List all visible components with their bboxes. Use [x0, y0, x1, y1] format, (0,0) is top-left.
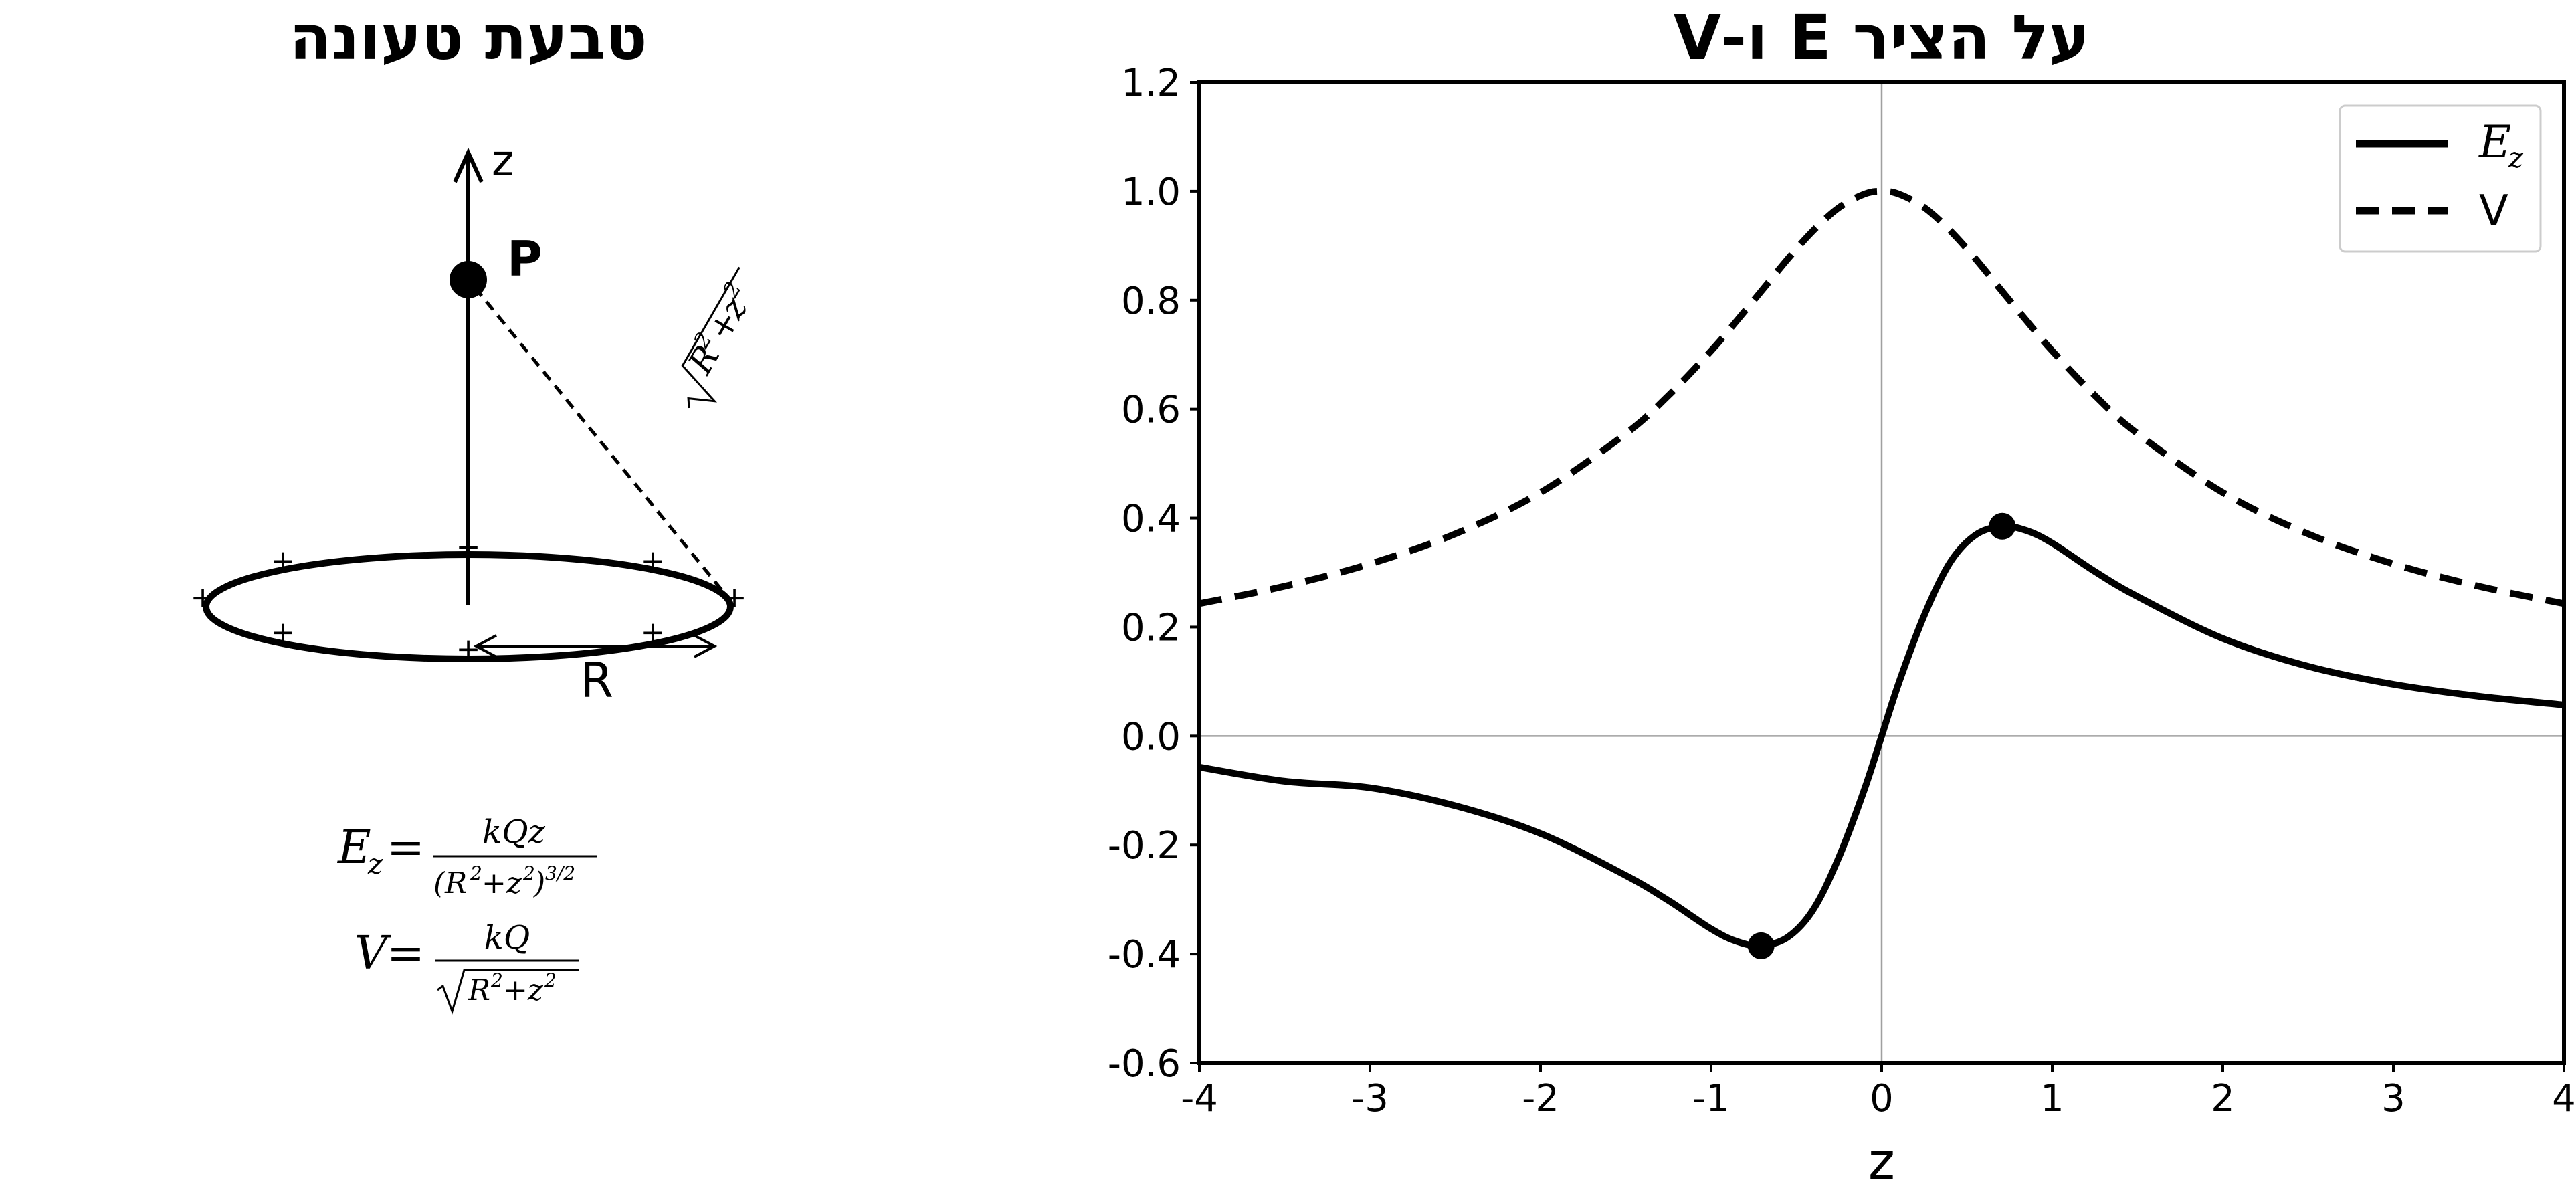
extremum-marker: [1747, 932, 1775, 959]
extrema-markers: [1747, 512, 2016, 959]
y-tick-label: 1.0: [1121, 171, 1181, 214]
charge-plus: +: [191, 581, 215, 615]
y-tick-label: -0.4: [1108, 933, 1181, 977]
legend-label-ez-sub: z: [2508, 141, 2524, 174]
radius-arrowhead-left: [473, 634, 497, 658]
ring-panel: טבעת טעונה z P R 2 + z 2 + + + + + +: [191, 2, 755, 1015]
y-tick-label: 0.2: [1121, 606, 1181, 650]
y-tick-label: 1.2: [1121, 62, 1181, 105]
x-tick-label: -3: [1351, 1077, 1389, 1120]
formula-e-equals: =: [387, 821, 425, 874]
x-tick-label: 3: [2381, 1077, 2405, 1120]
series-layer: [1199, 187, 2565, 950]
x-tick-label: 0: [1870, 1077, 1894, 1120]
formula-e-den-plus: +z: [482, 866, 522, 900]
charge-plus: +: [456, 530, 481, 564]
z-axis-label: z: [492, 136, 514, 186]
formula-v-numerator: kQ: [484, 919, 530, 957]
legend: E z V: [2339, 104, 2542, 253]
formula-v-radical: [437, 969, 579, 1015]
legend-label-ez: E: [2478, 116, 2511, 168]
y-tick-label: -0.6: [1108, 1042, 1181, 1086]
formula-e-den-exp2: 2: [522, 862, 535, 884]
x-tick-label: -2: [1522, 1077, 1559, 1120]
formula-e-den-open: (R: [433, 866, 467, 900]
radius-label: R: [580, 652, 613, 708]
formula-v-lhs: V: [355, 927, 391, 980]
formula-e-lhs: E: [336, 821, 371, 874]
x-tick-label: 2: [2211, 1077, 2235, 1120]
legend-label-v: V: [2479, 187, 2508, 236]
formula-v-den-exp1: 2: [490, 969, 503, 991]
y-tick-label: -0.2: [1108, 824, 1181, 868]
radius-arrowhead-right: [694, 634, 718, 658]
x-tick-label: -4: [1181, 1077, 1218, 1120]
x-axis-label: z: [1868, 1131, 1895, 1191]
charge-plus: +: [641, 544, 666, 578]
y-tick-label: 0.8: [1121, 280, 1181, 323]
formula-v-den-exp2: 2: [544, 969, 557, 991]
charge-plus: +: [641, 615, 666, 650]
y-tick-label: 0.0: [1121, 715, 1181, 759]
charge-plus: +: [271, 544, 296, 578]
formula-v-equals: =: [387, 927, 425, 980]
point-p-marker: [450, 261, 487, 298]
formula-e-den-exp1: 2: [470, 862, 482, 884]
ring-charges: + + + + + + + +: [191, 530, 747, 666]
x-tick-label: -1: [1692, 1077, 1730, 1120]
formula-e: E z = kQz (R 2 +z 2 ) 3/2: [336, 813, 597, 900]
charge-plus: +: [271, 615, 296, 650]
chart-title: על הציר E ו-V: [1674, 2, 2090, 74]
x-axis-ticks: -4 -3 -2 -1 0 1 2 3 4: [1181, 1063, 2576, 1120]
y-axis-ticks: 1.2 1.0 0.8 0.6 0.4 0.2 0.0 -0.2 -0.4 -0.6: [1108, 62, 1199, 1086]
formula-v-den-plus: +z: [503, 973, 544, 1007]
charge-plus: +: [722, 581, 747, 615]
distance-line: [474, 286, 729, 599]
y-tick-label: 0.6: [1121, 389, 1181, 432]
formula-e-lhs-sub: z: [367, 848, 383, 880]
charge-plus: +: [456, 632, 481, 666]
extremum-marker: [1989, 512, 2016, 540]
point-p-label: P: [507, 231, 542, 287]
ring-panel-title: טבעת טעונה: [290, 2, 648, 74]
x-tick-label: 4: [2552, 1077, 2576, 1120]
chart-panel: על הציר E ו-V -4 -3 -2 -1 0 1 2 3 4 1.2 1.0 0.8 0.6…: [1108, 2, 2576, 1191]
formula-e-den-power: 3/2: [545, 862, 575, 884]
formula-v: V = kQ R 2 +z 2: [355, 919, 579, 1015]
formula-e-numerator: kQz: [482, 813, 545, 851]
distance-label-radical: [681, 266, 740, 409]
distance-label: R 2 + z 2: [680, 266, 755, 409]
z-axis-arrowhead: [453, 147, 484, 183]
series-line-v: [1199, 187, 2565, 607]
series-line-ez: [1199, 522, 2565, 950]
y-tick-label: 0.4: [1121, 498, 1181, 541]
formula-e-den-close: ): [533, 866, 545, 900]
x-tick-label: 1: [2040, 1077, 2064, 1120]
charged-ring: [203, 551, 734, 662]
formula-v-den-r: R: [468, 973, 490, 1007]
